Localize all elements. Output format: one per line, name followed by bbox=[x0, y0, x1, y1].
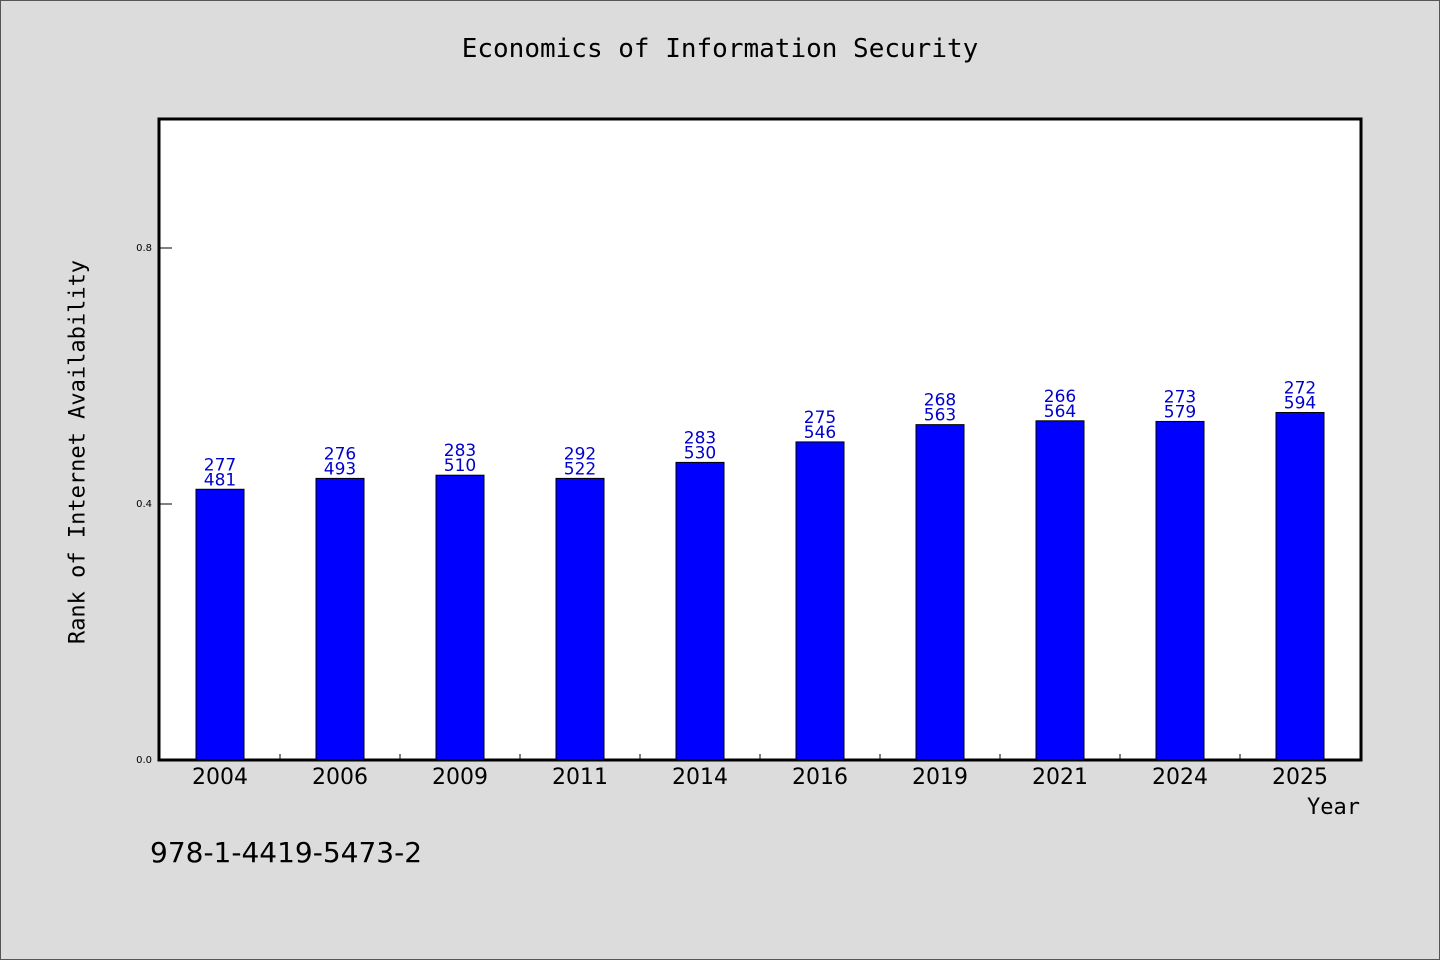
bar-label-bottom: 563 bbox=[924, 406, 956, 426]
x-tick-label: 2011 bbox=[552, 765, 608, 790]
bar-data-labels: 2774812764932835102925222835302755462685… bbox=[204, 378, 1316, 490]
x-tick-label: 2016 bbox=[792, 765, 848, 790]
bar-label-top: 292 bbox=[564, 444, 596, 464]
bar bbox=[1035, 420, 1085, 761]
y-tick-label: 0.4 bbox=[136, 499, 152, 510]
bar-label-bottom: 530 bbox=[684, 443, 716, 463]
x-tick-label: 2024 bbox=[1152, 765, 1208, 790]
bar-label-top: 273 bbox=[1164, 387, 1196, 407]
bar-label-bottom: 510 bbox=[444, 456, 476, 476]
bar-label-top: 266 bbox=[1044, 387, 1076, 407]
x-axis: 2004 2006 2009 2011 2014 2016 2019 2021 2024 2025 bbox=[192, 754, 1328, 790]
bar-label-bottom: 493 bbox=[324, 459, 356, 479]
bar-label-bottom: 522 bbox=[564, 459, 596, 479]
x-tick-label: 2004 bbox=[192, 765, 248, 790]
bar bbox=[555, 477, 605, 761]
y-axis: 0.0 0.4 0.8 bbox=[136, 243, 172, 766]
bar bbox=[915, 424, 965, 761]
x-axis-label: Year bbox=[1307, 795, 1360, 820]
bar-label-top: 283 bbox=[684, 428, 716, 448]
isbn-footer: 978-1-4419-5473-2 bbox=[150, 836, 423, 869]
bar bbox=[675, 461, 725, 761]
x-tick-label: 2019 bbox=[912, 765, 968, 790]
bar-series bbox=[195, 411, 1325, 761]
bar bbox=[1155, 420, 1205, 761]
bar-label-bottom: 579 bbox=[1164, 402, 1196, 422]
bar-label-bottom: 546 bbox=[804, 423, 836, 443]
x-tick-label: 2006 bbox=[312, 765, 368, 790]
x-tick-label: 2009 bbox=[432, 765, 488, 790]
bar-label-top: 283 bbox=[444, 441, 476, 461]
y-tick-label: 0.0 bbox=[136, 755, 152, 766]
bar-label-top: 275 bbox=[804, 408, 836, 428]
x-tick-label: 2014 bbox=[672, 765, 728, 790]
bar bbox=[315, 477, 365, 761]
bar-label-bottom: 594 bbox=[1284, 393, 1316, 413]
bar-label-bottom: 481 bbox=[204, 470, 236, 490]
bar-label-top: 277 bbox=[204, 455, 236, 475]
bar bbox=[195, 488, 245, 761]
x-tick-label: 2025 bbox=[1272, 765, 1328, 790]
bar bbox=[435, 474, 485, 761]
chart-title: Economics of Information Security bbox=[461, 34, 979, 64]
bar bbox=[795, 441, 845, 761]
y-tick-label: 0.8 bbox=[136, 243, 152, 254]
bar-label-top: 276 bbox=[324, 444, 356, 464]
bar bbox=[1275, 411, 1325, 761]
bar-label-top: 272 bbox=[1284, 378, 1316, 398]
bar-label-bottom: 564 bbox=[1044, 402, 1076, 422]
bar-label-top: 268 bbox=[924, 391, 956, 411]
x-tick-label: 2021 bbox=[1032, 765, 1088, 790]
